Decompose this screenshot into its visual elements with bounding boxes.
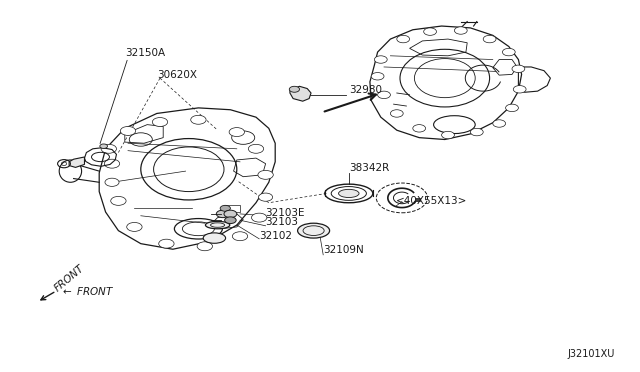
Text: 32102: 32102 (259, 231, 292, 241)
Text: 32980: 32980 (349, 85, 382, 95)
Text: 32103: 32103 (266, 217, 299, 227)
Circle shape (105, 178, 119, 186)
Circle shape (442, 131, 454, 139)
Polygon shape (290, 86, 311, 101)
Circle shape (220, 205, 230, 211)
Ellipse shape (339, 189, 359, 198)
Circle shape (152, 118, 168, 126)
Circle shape (232, 232, 248, 241)
Circle shape (248, 144, 264, 153)
Circle shape (229, 128, 244, 137)
Circle shape (216, 210, 229, 218)
Circle shape (225, 217, 236, 224)
Circle shape (424, 28, 436, 35)
Circle shape (483, 35, 496, 43)
Circle shape (413, 125, 426, 132)
Circle shape (127, 222, 142, 231)
Circle shape (371, 73, 384, 80)
Text: FRONT: FRONT (52, 263, 86, 294)
Circle shape (120, 126, 136, 135)
Circle shape (100, 144, 108, 148)
Circle shape (258, 170, 273, 179)
Text: 38342R: 38342R (349, 163, 389, 173)
Text: J32101XU: J32101XU (567, 349, 614, 359)
Circle shape (506, 104, 518, 112)
Polygon shape (69, 157, 84, 167)
Circle shape (390, 110, 403, 117)
Circle shape (252, 213, 267, 222)
Circle shape (502, 48, 515, 56)
Text: 32150A: 32150A (125, 48, 165, 58)
Circle shape (513, 86, 526, 93)
Circle shape (259, 193, 273, 201)
Circle shape (101, 144, 116, 153)
Circle shape (397, 35, 410, 43)
Ellipse shape (298, 223, 330, 238)
Circle shape (493, 120, 506, 127)
Ellipse shape (205, 221, 230, 229)
Circle shape (197, 242, 212, 251)
Circle shape (289, 86, 300, 92)
Circle shape (512, 65, 525, 73)
Text: 32103E: 32103E (266, 208, 305, 218)
Circle shape (224, 210, 237, 218)
Circle shape (374, 56, 387, 63)
Circle shape (191, 115, 206, 124)
Bar (224, 205, 240, 212)
Text: <40X55X13>: <40X55X13> (396, 196, 467, 206)
Circle shape (104, 159, 120, 168)
Circle shape (159, 239, 174, 248)
Text: 30620X: 30620X (157, 70, 197, 80)
Circle shape (470, 128, 483, 136)
Ellipse shape (204, 233, 226, 243)
Text: 32109N: 32109N (323, 245, 364, 255)
Text: $\leftarrow$ FRONT: $\leftarrow$ FRONT (60, 285, 114, 297)
Circle shape (454, 27, 467, 34)
Circle shape (378, 91, 390, 99)
Circle shape (111, 196, 126, 205)
